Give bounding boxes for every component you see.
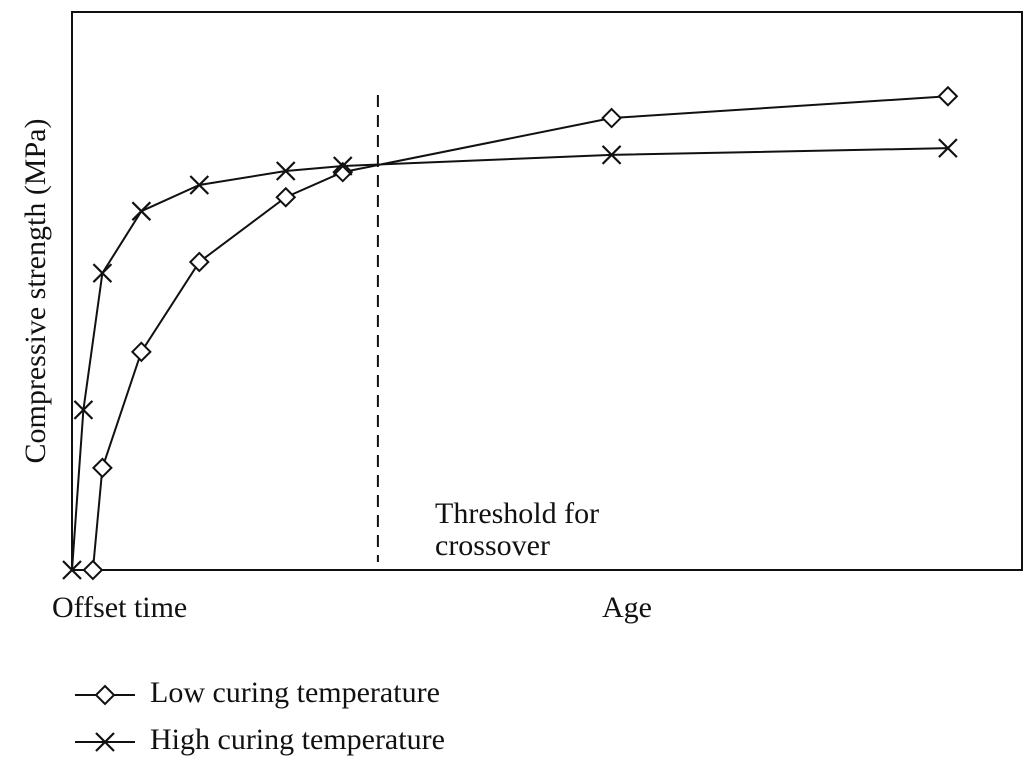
x-marker — [73, 400, 94, 420]
diamond-marker — [82, 559, 104, 581]
diamond-marker — [332, 161, 354, 183]
plot-frame — [71, 11, 1023, 571]
diamond-marker — [601, 107, 623, 129]
x-marker — [131, 201, 152, 221]
legend-label: High curing temperature — [150, 723, 445, 756]
x-axis-label-left: Offset time — [52, 591, 187, 624]
x-marker — [189, 175, 210, 195]
x-marker — [62, 560, 82, 580]
x-marker — [275, 161, 296, 181]
legend-label: Low curing temperature — [150, 676, 440, 709]
legend-marker — [94, 684, 116, 706]
annotation: Threshold for — [435, 497, 599, 530]
series-line — [91, 95, 948, 571]
diamond-marker — [130, 341, 152, 363]
x-axis-label: Age — [602, 591, 652, 624]
x-marker — [92, 263, 113, 283]
diamond-marker — [275, 186, 297, 208]
y-axis-label: Compressive strength (MPa) — [19, 119, 52, 464]
x-marker — [332, 156, 353, 176]
diamond-marker — [91, 457, 113, 479]
x-marker — [938, 138, 958, 158]
diamond-marker — [937, 85, 959, 107]
diamond-marker — [188, 251, 210, 273]
annotation: crossover — [435, 529, 550, 562]
x-marker — [601, 145, 622, 165]
legend-marker — [95, 732, 115, 752]
